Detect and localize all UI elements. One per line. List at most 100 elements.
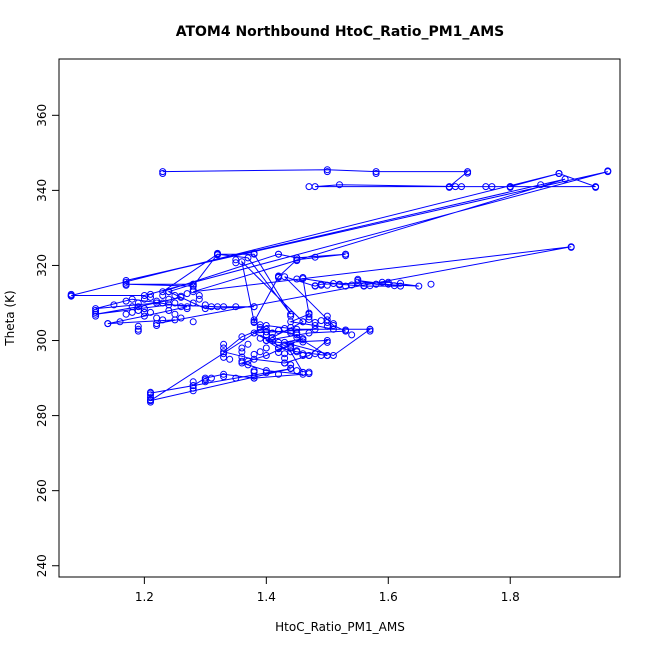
series-layer [67, 166, 612, 406]
data-point [250, 367, 258, 375]
data-point [147, 398, 154, 406]
data-point [140, 305, 148, 313]
data-point [592, 183, 600, 191]
data-point [189, 299, 197, 307]
data-point [323, 166, 331, 174]
data-point [329, 320, 337, 328]
data-point [220, 373, 228, 381]
data-point [147, 293, 154, 301]
data-point [134, 322, 142, 330]
data-point [171, 299, 179, 307]
data-point [262, 331, 270, 339]
data-point [311, 319, 319, 326]
data-point [147, 391, 154, 399]
data-point [92, 308, 100, 316]
data-point [153, 322, 161, 329]
data-point [189, 318, 197, 326]
data-point [281, 359, 289, 367]
data-point [238, 348, 246, 356]
data-point [226, 355, 234, 363]
data-point [323, 312, 331, 320]
data-point [134, 299, 142, 307]
data-point [275, 370, 282, 378]
x-tick-label: 1.6 [379, 590, 398, 604]
data-point [323, 281, 331, 289]
data-point [488, 183, 496, 191]
data-point [238, 333, 246, 341]
data-point [464, 169, 472, 177]
data-point [128, 308, 136, 316]
data-point [220, 344, 228, 352]
data-point [281, 354, 289, 362]
data-point [311, 253, 319, 261]
data-point [281, 325, 289, 332]
data-point [165, 288, 173, 296]
data-point [275, 326, 282, 334]
data-point [232, 259, 240, 267]
data-point [342, 252, 350, 260]
data-point [275, 250, 282, 258]
data-point [165, 307, 173, 314]
data-point [189, 384, 197, 392]
data-point [561, 175, 569, 183]
data-point [336, 181, 343, 189]
data-point [427, 280, 435, 288]
data-point [256, 348, 264, 356]
data-point [366, 327, 374, 335]
data-point [262, 369, 270, 377]
data-point [293, 275, 301, 283]
data-point [311, 322, 319, 329]
data-point [201, 378, 209, 386]
data-point [232, 374, 240, 382]
data-point [250, 329, 258, 337]
data-point [354, 275, 362, 283]
data-point [281, 350, 289, 358]
data-point [372, 170, 380, 177]
data-point [305, 313, 313, 321]
data-point [195, 292, 203, 299]
data-point [287, 361, 295, 369]
x-tick-label: 1.2 [135, 590, 154, 604]
data-point [140, 308, 148, 316]
data-point [250, 316, 258, 324]
data-point [293, 347, 301, 355]
y-tick-label: 360 [35, 104, 49, 127]
x-tick-label: 1.8 [501, 590, 520, 604]
data-point [140, 295, 148, 303]
data-point [122, 278, 130, 286]
data-point [183, 305, 191, 313]
data-point [116, 318, 124, 326]
data-point [122, 310, 130, 318]
data-point [390, 282, 398, 290]
y-axis-label: Theta (K) [3, 290, 17, 346]
data-point [256, 334, 264, 342]
data-point [128, 303, 136, 311]
data-point [147, 388, 154, 396]
data-point [287, 364, 295, 372]
data-point [311, 325, 319, 333]
data-point [201, 301, 209, 309]
data-point [275, 345, 282, 353]
y-tick-label: 340 [35, 179, 49, 202]
data-point [177, 292, 185, 300]
data-point [293, 331, 301, 339]
series-line [71, 169, 608, 402]
data-point [323, 322, 331, 330]
data-point [305, 368, 313, 376]
data-point [153, 314, 161, 322]
data-point [177, 314, 185, 322]
data-point [305, 352, 313, 359]
y-tick-label: 240 [35, 554, 49, 577]
data-point [293, 367, 301, 375]
data-point [104, 320, 112, 328]
data-point [287, 312, 295, 320]
data-point [250, 374, 258, 382]
data-point [323, 337, 331, 344]
data-point [372, 168, 380, 176]
data-point [323, 168, 331, 176]
data-point [134, 327, 142, 335]
data-point [305, 316, 313, 323]
data-point [207, 303, 215, 311]
data-point [372, 280, 380, 288]
data-point [122, 281, 130, 289]
